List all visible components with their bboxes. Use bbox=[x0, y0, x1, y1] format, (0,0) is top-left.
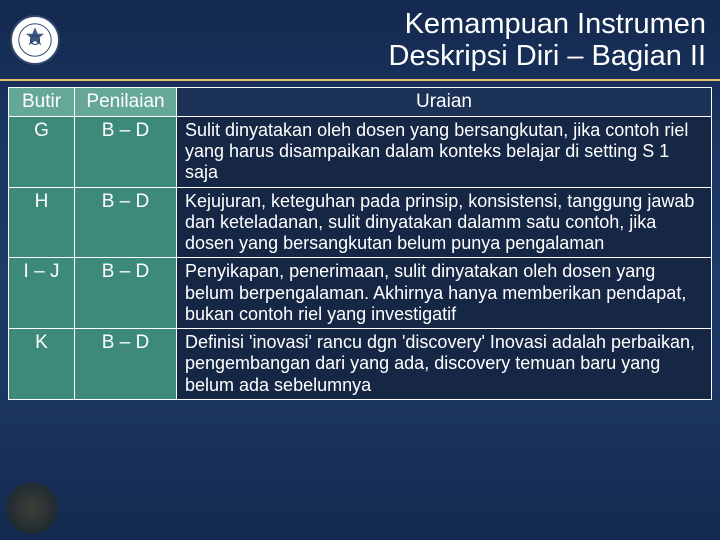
title-line-2: Deskripsi Diri – Bagian II bbox=[389, 40, 707, 72]
cell-uraian: Sulit dinyatakan oleh dosen yang bersang… bbox=[177, 116, 712, 187]
table-row: H B – D Kejujuran, keteguhan pada prinsi… bbox=[9, 187, 712, 258]
col-header-uraian: Uraian bbox=[177, 87, 712, 116]
emblem-logo bbox=[10, 15, 60, 65]
cell-penilaian: B – D bbox=[75, 116, 177, 187]
cell-uraian: Kejujuran, keteguhan pada prinsip, konsi… bbox=[177, 187, 712, 258]
col-header-butir: Butir bbox=[9, 87, 75, 116]
cell-butir: H bbox=[9, 187, 75, 258]
table-header-row: Butir Penilaian Uraian bbox=[9, 87, 712, 116]
table-row: I – J B – D Penyikapan, penerimaan, suli… bbox=[9, 258, 712, 329]
cell-butir: I – J bbox=[9, 258, 75, 329]
cell-penilaian: B – D bbox=[75, 258, 177, 329]
cell-penilaian: B – D bbox=[75, 187, 177, 258]
table-row: G B – D Sulit dinyatakan oleh dosen yang… bbox=[9, 116, 712, 187]
slide-header: Kemampuan Instrumen Deskripsi Diri – Bag… bbox=[0, 0, 720, 81]
title-line-1: Kemampuan Instrumen bbox=[405, 8, 706, 40]
cell-penilaian: B – D bbox=[75, 329, 177, 400]
cell-uraian: Definisi 'inovasi' rancu dgn 'discovery'… bbox=[177, 329, 712, 400]
cell-butir: G bbox=[9, 116, 75, 187]
content-table: Butir Penilaian Uraian G B – D Sulit din… bbox=[8, 87, 712, 400]
col-header-penilaian: Penilaian bbox=[75, 87, 177, 116]
slide-title: Kemampuan Instrumen Deskripsi Diri – Bag… bbox=[60, 8, 706, 73]
watermark-logo bbox=[6, 482, 58, 534]
cell-butir: K bbox=[9, 329, 75, 400]
cell-uraian: Penyikapan, penerimaan, sulit dinyatakan… bbox=[177, 258, 712, 329]
table-row: K B – D Definisi 'inovasi' rancu dgn 'di… bbox=[9, 329, 712, 400]
